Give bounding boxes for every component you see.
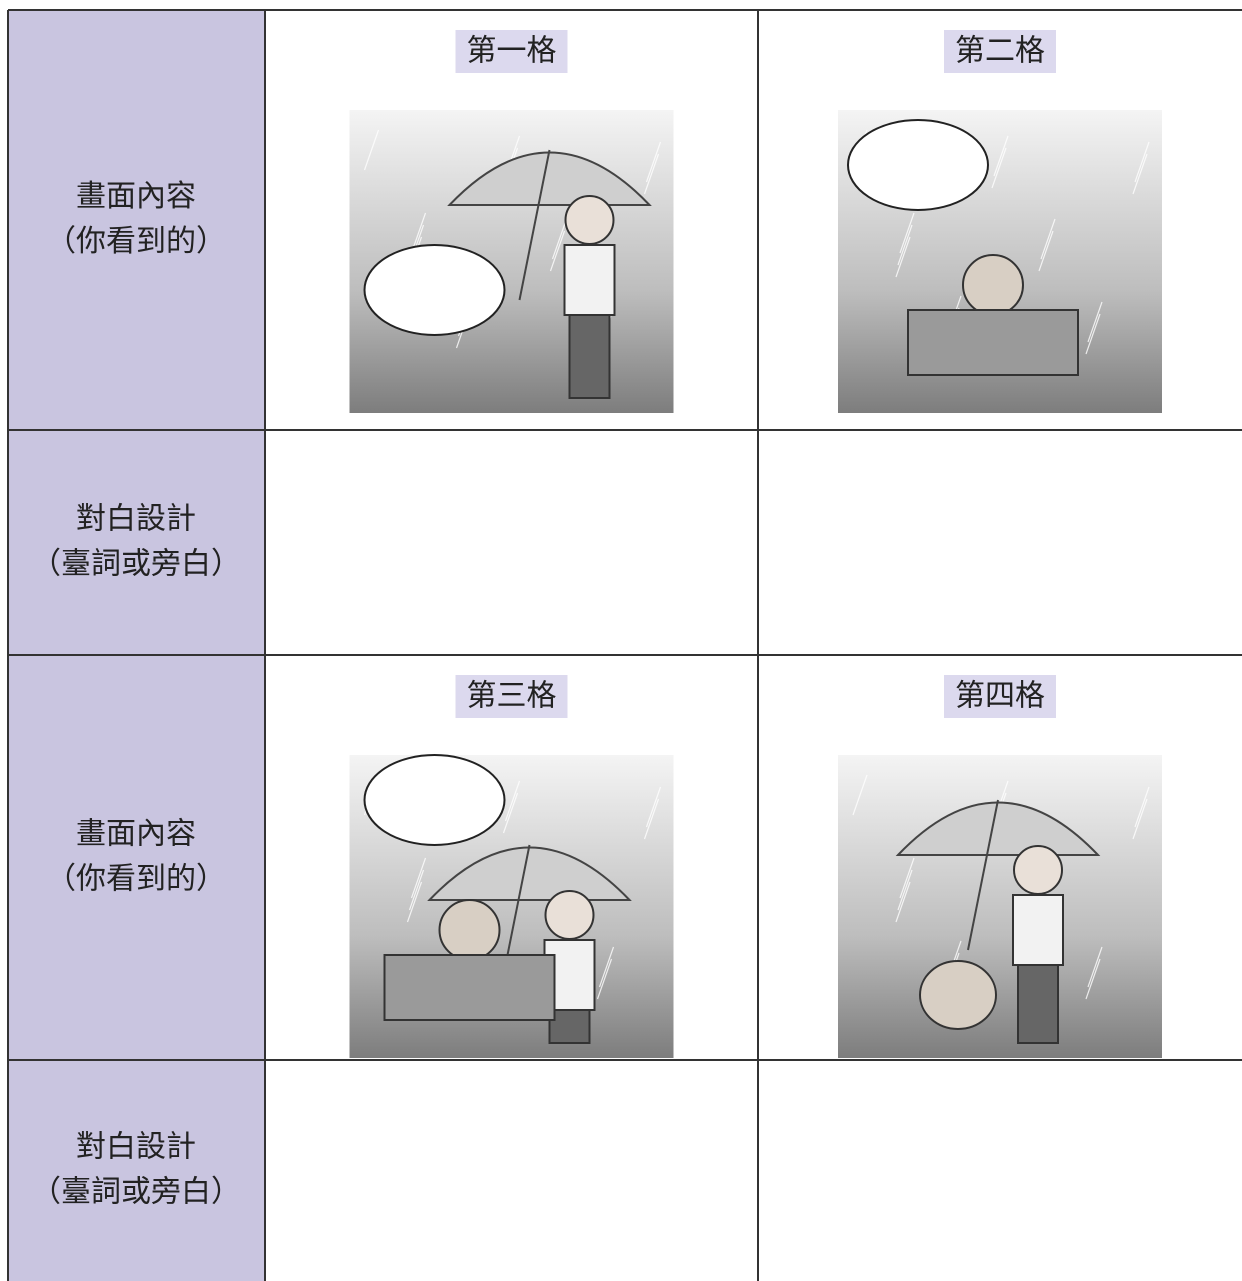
rain (895, 881, 911, 923)
rain (1040, 218, 1056, 260)
illustration-bg (838, 755, 1162, 1058)
panel-title: 第二格 (955, 34, 1045, 69)
row-label: 對白設計 (76, 502, 196, 537)
rain (549, 230, 566, 272)
speech-bubble (847, 119, 989, 211)
rain (895, 236, 911, 278)
rain (504, 780, 521, 822)
panel-title-bg (455, 30, 568, 73)
head (564, 195, 615, 245)
legs (548, 1009, 591, 1044)
umbrella-pole (967, 799, 999, 951)
box (383, 954, 556, 1021)
illustration (838, 110, 1162, 413)
row-label: （你看到的） (46, 224, 226, 259)
rain (598, 946, 615, 988)
rain (1087, 301, 1103, 343)
legs (568, 314, 611, 399)
rain (408, 869, 425, 911)
umbrella (427, 846, 632, 901)
body (563, 244, 616, 316)
body (1012, 894, 1064, 966)
rain (1085, 313, 1101, 355)
rain (899, 212, 915, 254)
rain (410, 857, 427, 899)
rain (643, 798, 660, 840)
umbrella (895, 801, 1101, 856)
row-label: （臺詞或旁白） (31, 547, 241, 582)
puppy (919, 960, 997, 1030)
illustration (349, 754, 674, 1058)
panel-title: 第三格 (467, 679, 557, 714)
puppy (438, 899, 501, 961)
row-label: 畫面內容 (76, 817, 196, 852)
rain (502, 792, 519, 834)
row-label: 對白設計 (76, 1130, 196, 1165)
rain (991, 147, 1007, 189)
rain (645, 141, 662, 183)
rain (596, 958, 613, 1000)
speech-bubble (363, 244, 506, 336)
panel-title-bg (455, 675, 568, 718)
rain (852, 774, 868, 816)
illustration (838, 755, 1162, 1058)
row-label: 畫面內容 (76, 179, 196, 214)
rain (1134, 141, 1150, 183)
head (1013, 845, 1063, 895)
rain (645, 786, 662, 828)
rain (406, 881, 423, 923)
panel-title: 第四格 (955, 679, 1045, 714)
speech-bubble (363, 754, 506, 846)
label-column (8, 10, 265, 1281)
rain (363, 129, 380, 171)
rain (1132, 153, 1148, 195)
puppy (962, 254, 1024, 316)
rain (899, 857, 915, 899)
row-label: （臺詞或旁白） (31, 1175, 241, 1210)
box (907, 309, 1079, 376)
panel-title-bg (944, 675, 1056, 718)
rain (897, 869, 913, 911)
umbrella-pole (518, 149, 551, 301)
rain (1132, 798, 1148, 840)
rain (643, 153, 660, 195)
legs (1017, 964, 1059, 1044)
illustration (349, 110, 674, 413)
panel-title-bg (944, 30, 1056, 73)
row-label: （你看到的） (46, 862, 226, 897)
rain (993, 135, 1009, 177)
rain (1038, 230, 1054, 272)
rain (551, 218, 568, 260)
rain (1087, 946, 1103, 988)
umbrella (447, 151, 652, 206)
rain (1085, 958, 1101, 1000)
head (544, 890, 595, 940)
panel-title: 第一格 (467, 34, 557, 69)
rain (897, 224, 913, 266)
rain (1134, 786, 1150, 828)
